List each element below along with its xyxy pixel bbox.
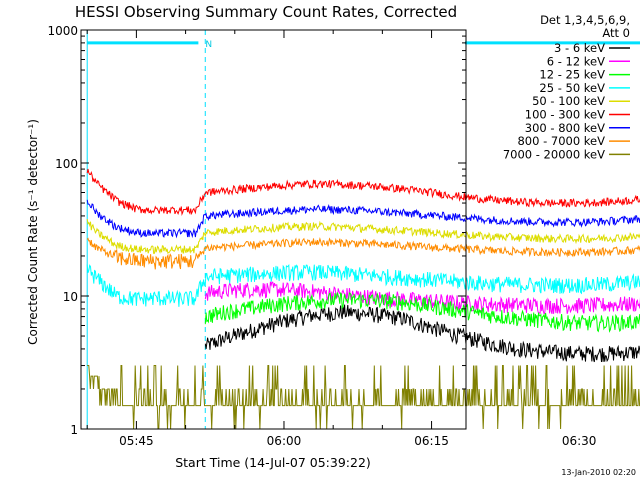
legend-label: 12 - 25 keV [539, 68, 605, 82]
series-line-800-7000-kev [86, 236, 640, 270]
y-tick-label: 1000 [47, 24, 78, 38]
series-800-7000-kev [86, 236, 640, 270]
axis-layer: 110100100005:4506:0006:1506:3006:4507:00… [47, 24, 597, 448]
legend-label: 100 - 300 keV [525, 108, 605, 122]
legend-header-line-1: Det 1,3,4,5,6,9, [540, 13, 630, 27]
legend-item-25-50-kev: 25 - 50 keV [539, 81, 630, 95]
legend-item-12-25-kev: 12 - 25 keV [539, 68, 630, 82]
legend-item-100-300-kev: 100 - 300 keV [525, 108, 630, 122]
legend-item-800-7000-kev: 800 - 7000 keV [517, 134, 630, 148]
y-tick-label: 100 [55, 157, 78, 171]
series-line-25-50-kev [86, 264, 640, 307]
legend-label: 7000 - 20000 keV [503, 147, 605, 161]
series-300-800-kev [86, 199, 640, 239]
legend-label: 25 - 50 keV [539, 81, 605, 95]
night-flag-label: N [205, 40, 212, 50]
series-line-300-800-kev [86, 199, 640, 239]
x-axis-label: Start Time (14-Jul-07 05:39:22) [175, 455, 371, 470]
series-6-12-kev [204, 281, 640, 315]
x-tick-label: 05:45 [119, 434, 154, 448]
legend-item-6-12-kev: 6 - 12 keV [547, 54, 630, 68]
legend-header-line-2: Att 0 [602, 26, 630, 40]
y-tick-label: 1 [70, 423, 78, 437]
series-line-6-12-kev [204, 281, 640, 315]
x-tick-label: 06:15 [414, 434, 449, 448]
x-tick-label: 06:00 [267, 434, 302, 448]
plot-frame [80, 29, 467, 430]
series-3-6-kev [204, 304, 640, 363]
y-axis-label: Corrected Count Rate (s⁻¹ detector⁻¹) [26, 119, 40, 345]
series-25-50-kev [86, 264, 640, 307]
series-line-12-25-kev [204, 291, 640, 333]
y-tick-label: 10 [63, 290, 78, 304]
legend-item-3-6-kev: 3 - 6 keV [554, 41, 630, 55]
legend-label: 6 - 12 keV [547, 54, 605, 68]
legend-item-300-800-kev: 300 - 800 keV [525, 121, 630, 135]
flag-layer: N [86, 30, 640, 429]
legend-label: 300 - 800 keV [525, 121, 605, 135]
legend-item-7000-20000-kev: 7000 - 20000 keV [503, 147, 630, 161]
legend-item-50-100-kev: 50 - 100 keV [532, 94, 630, 108]
x-tick-label: 06:30 [562, 434, 597, 448]
series-line-3-6-kev [204, 304, 640, 363]
footer-date: 13-Jan-2010 02:20 [561, 468, 636, 477]
legend-label: 50 - 100 keV [532, 94, 605, 108]
series-line-50-100-kev [86, 219, 640, 255]
chart-title: HESSI Observing Summary Count Rates, Cor… [75, 3, 457, 21]
legend-label: 800 - 7000 keV [517, 134, 605, 148]
series-50-100-kev [86, 219, 640, 255]
series-line-100-300-kev [86, 168, 640, 216]
series-100-300-kev [86, 168, 640, 216]
legend-label: 3 - 6 keV [554, 41, 605, 55]
series-12-25-kev [204, 291, 640, 333]
